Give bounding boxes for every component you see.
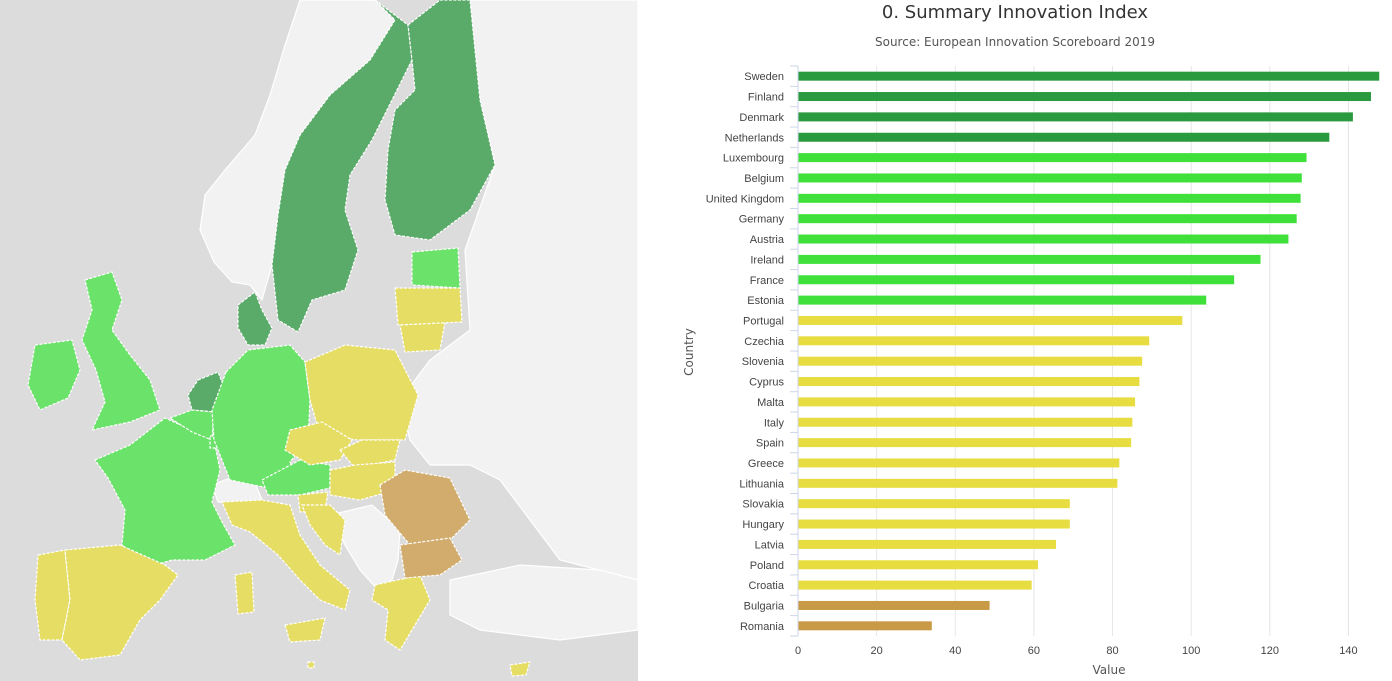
bar-slovakia[interactable] xyxy=(798,499,1070,509)
y-tick-label: Croatia xyxy=(749,580,785,592)
bar-finland[interactable] xyxy=(798,92,1371,102)
chart-panel: 0. Summary Innovation Index Source: Euro… xyxy=(638,0,1392,681)
map-malta xyxy=(307,661,315,669)
bar-denmark[interactable] xyxy=(798,112,1353,122)
y-tick-label: Slovenia xyxy=(742,356,785,368)
map-canvas xyxy=(27,0,638,677)
bar-ireland[interactable] xyxy=(798,254,1261,264)
bar-greece[interactable] xyxy=(798,458,1120,468)
y-tick-label: Lithuania xyxy=(739,478,785,490)
bar-italy[interactable] xyxy=(798,417,1133,427)
y-tick-label: Malta xyxy=(757,397,785,409)
bar-bulgaria[interactable] xyxy=(798,600,990,610)
bar-chart: 0 20 40 60 80 100 120 140 Sweden Finland Denmark Ne… xyxy=(682,65,1380,677)
map-romania xyxy=(379,469,471,546)
chart-title: 0. Summary Innovation Index xyxy=(881,2,1149,23)
y-tick-label: Netherlands xyxy=(725,132,785,144)
y-tick-label: Poland xyxy=(750,560,784,572)
gridlines xyxy=(797,66,1349,636)
y-tick-label: Slovakia xyxy=(742,499,784,511)
y-tick-label: Sweden xyxy=(744,71,784,83)
y-tick-label: Bulgaria xyxy=(744,600,785,612)
x-tick-label: 120 xyxy=(1261,645,1279,657)
bar-croatia[interactable] xyxy=(798,580,1032,590)
bar-romania[interactable] xyxy=(798,621,932,631)
y-tick-label: Estonia xyxy=(747,295,785,307)
map-lithuania xyxy=(399,321,446,353)
bar-luxembourg[interactable] xyxy=(798,153,1307,163)
y-tick-label: Romania xyxy=(740,621,785,633)
map-balkans-noneu xyxy=(329,504,401,591)
map-ireland xyxy=(27,339,81,411)
x-tick-label: 0 xyxy=(795,645,801,657)
bar-hungary[interactable] xyxy=(798,519,1070,529)
y-tick-label: Spain xyxy=(756,438,784,450)
map-denmark xyxy=(237,291,273,346)
bar-czechia[interactable] xyxy=(798,336,1150,346)
x-tick-label: 100 xyxy=(1182,645,1200,657)
bar-latvia[interactable] xyxy=(798,539,1057,549)
bar-netherlands[interactable] xyxy=(798,132,1330,142)
bar-germany[interactable] xyxy=(798,214,1297,224)
bars xyxy=(798,71,1380,631)
y-tick-label: Greece xyxy=(748,458,784,470)
y-tick-label: Luxembourg xyxy=(723,153,784,165)
map-spain xyxy=(61,544,179,661)
bar-malta[interactable] xyxy=(798,397,1136,407)
map-bulgaria xyxy=(399,537,463,579)
y-tick-label: Czechia xyxy=(744,336,785,348)
bar-slovenia[interactable] xyxy=(798,356,1143,366)
map-croatia xyxy=(301,504,346,557)
europe-choropleth-map xyxy=(0,0,638,681)
map-sardinia xyxy=(234,571,255,615)
map-czechia xyxy=(284,421,353,466)
y-tick-label: Austria xyxy=(750,234,785,246)
map-cyprus xyxy=(509,661,531,677)
bar-cyprus[interactable] xyxy=(798,377,1140,387)
map-germany xyxy=(211,344,311,489)
y-tick-label: Portugal xyxy=(743,315,784,327)
bar-belgium[interactable] xyxy=(798,173,1302,183)
map-estonia xyxy=(411,247,461,289)
y-tick-label: Latvia xyxy=(755,539,785,551)
bar-lithuania[interactable] xyxy=(798,478,1118,488)
bar-spain[interactable] xyxy=(798,438,1132,448)
bar-sweden[interactable] xyxy=(798,71,1380,81)
bar-portugal[interactable] xyxy=(798,315,1183,325)
x-tick-label: 20 xyxy=(871,645,883,657)
map-poland xyxy=(304,344,419,441)
map-hungary xyxy=(329,461,396,501)
y-tick-label: France xyxy=(750,275,784,287)
bar-united-kingdom[interactable] xyxy=(798,193,1301,203)
map-italy xyxy=(221,499,351,611)
y-tick-label: Cyprus xyxy=(749,377,784,389)
y-tick-label: Denmark xyxy=(739,112,784,124)
bar-austria[interactable] xyxy=(798,234,1289,244)
y-tick-label: Ireland xyxy=(750,254,784,266)
map-finland xyxy=(384,0,496,241)
map-latvia xyxy=(394,287,463,326)
x-tick-label: 80 xyxy=(1106,645,1118,657)
bar-estonia[interactable] xyxy=(798,295,1207,305)
y-tick-label: Germany xyxy=(739,214,785,226)
y-tick-label: Belgium xyxy=(744,173,784,185)
x-tick-label: 40 xyxy=(949,645,961,657)
y-tick-label: Finland xyxy=(748,92,784,104)
map-greece xyxy=(371,574,431,651)
map-uk xyxy=(81,271,161,431)
y-tick-label: Hungary xyxy=(742,519,784,531)
x-axis-title: Value xyxy=(1093,663,1126,677)
map-sicily xyxy=(284,617,326,643)
x-tick-label: 140 xyxy=(1339,645,1357,657)
map-turkey xyxy=(449,564,638,641)
bar-france[interactable] xyxy=(798,275,1235,285)
y-axis-title: Country xyxy=(682,328,696,376)
bar-poland[interactable] xyxy=(798,560,1038,570)
x-tick-label: 60 xyxy=(1028,645,1040,657)
y-tick-label: Italy xyxy=(764,417,785,429)
axes: 0 20 40 60 80 100 120 140 Sweden Finland Denmark Ne… xyxy=(706,65,1358,657)
map-sweden xyxy=(271,0,413,333)
chart-subtitle: Source: European Innovation Scoreboard 2… xyxy=(874,35,1155,49)
y-tick-label: United Kingdom xyxy=(706,193,784,205)
